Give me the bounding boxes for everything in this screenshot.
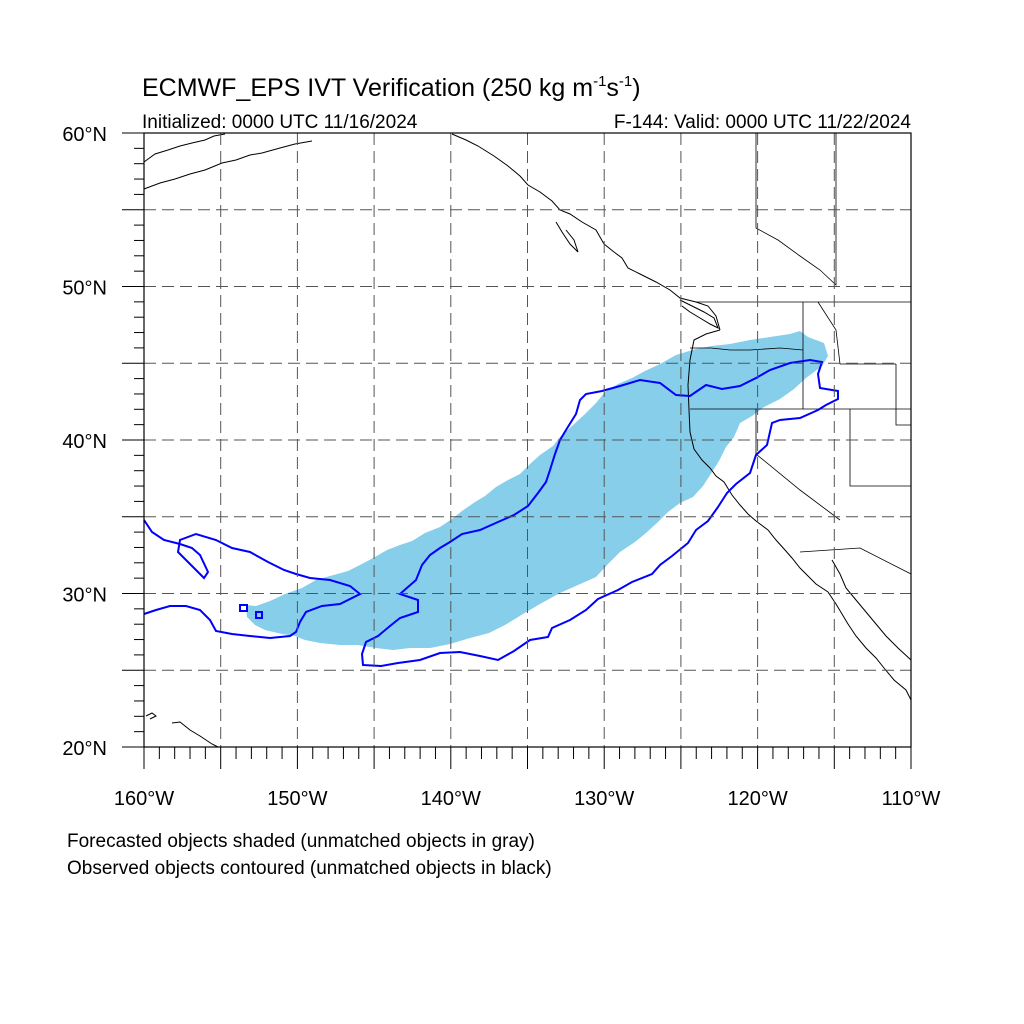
observed-ivt-fragment [255, 611, 263, 619]
lon-tick-label: 160°W [114, 788, 174, 810]
lon-tick-label: 130°W [574, 788, 634, 810]
legend-notes: Forecasted objects shaded (unmatched obj… [67, 828, 552, 882]
us-west-coast [687, 329, 912, 701]
lon-tick-label: 150°W [267, 788, 327, 810]
observed-note: Observed objects contoured (unmatched ob… [67, 858, 552, 879]
forecast-note: Forecasted objects shaded (unmatched obj… [67, 831, 535, 852]
lat-tick-label: 50°N [62, 278, 107, 300]
valid-time-label: F-144: Valid: 0000 UTC 11/22/2024 [613, 112, 911, 133]
initialized-label: Initialized: 0000 UTC 11/16/2024 [142, 112, 418, 133]
alaska-gulf-coast [451, 133, 605, 245]
us-mexico-border [799, 547, 912, 575]
title-main: ECMWF_EPS IVT Verification (250 kg m [142, 74, 594, 102]
wa-or-border [690, 347, 804, 351]
lat-tick-label: 30°N [62, 585, 107, 607]
forecast-ivt-object [246, 331, 828, 650]
utah-border [895, 364, 911, 426]
observed-ivt-object-main [360, 358, 839, 668]
alaska-coast [143, 140, 313, 190]
title-mid: s [606, 74, 619, 102]
lon-tick-label: 110°W [882, 788, 941, 810]
alaska-peninsula [143, 133, 226, 163]
lat-tick-label: 60°N [62, 124, 107, 146]
hawaii-islands [145, 712, 157, 720]
haida-gwaii [555, 221, 579, 253]
title-exponent-2: -1 [618, 73, 633, 90]
baja-gulf-coast [831, 559, 912, 661]
vancouver-island [679, 299, 719, 330]
observed-ivt-object-west [143, 519, 362, 640]
montana-border [817, 301, 896, 365]
nevada-east-border [849, 409, 911, 487]
observed-ivt-fragment [239, 604, 248, 612]
hawaii-islands-2 [171, 721, 219, 748]
lon-tick-label: 140°W [421, 788, 481, 810]
lat-tick-label: 20°N [62, 738, 107, 760]
bc-coast [603, 243, 721, 331]
ca-nv-border [755, 409, 841, 521]
lon-tick-label: 120°W [727, 788, 787, 810]
lat-tick-label: 40°N [62, 431, 107, 453]
bc-inland-border [755, 133, 837, 286]
chart-title: ECMWF_EPS IVT Verification (250 kg m-1s-… [142, 73, 641, 102]
title-end: ) [632, 74, 641, 102]
title-exponent-1: -1 [593, 73, 607, 90]
